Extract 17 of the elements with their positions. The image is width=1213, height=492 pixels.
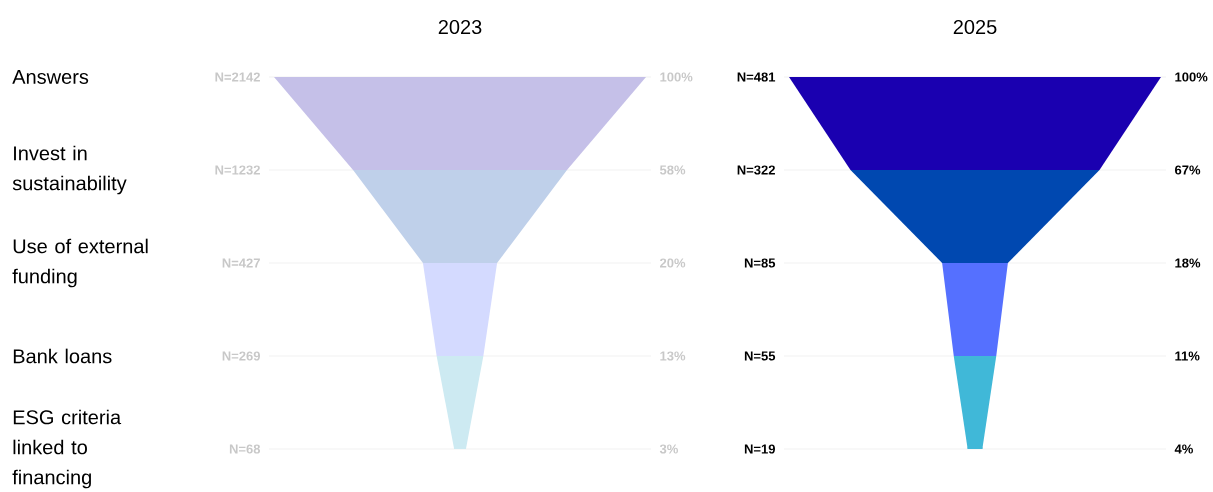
category-label: Use of external funding (12, 238, 148, 288)
text: 18% (1175, 258, 1201, 268)
text: 11% (1175, 351, 1200, 361)
text: 4% (1174, 444, 1193, 454)
data-label: N=481 (737, 72, 776, 82)
data-label: N=85 (744, 258, 776, 268)
text: 2023 (438, 19, 482, 35)
category-label: Answers (12, 70, 89, 84)
data-label: N=55 (744, 351, 776, 361)
category-label: Invest in sustainability (12, 145, 127, 195)
category-label: Bank loans (13, 348, 112, 364)
data-label: N=322 (737, 165, 775, 175)
data-label: N=19 (744, 444, 775, 454)
text: 67% (1175, 165, 1201, 175)
text: 2025 (953, 19, 997, 35)
text: 100% (1175, 72, 1208, 82)
category-label: ESG criteria linked to financing (12, 409, 122, 489)
